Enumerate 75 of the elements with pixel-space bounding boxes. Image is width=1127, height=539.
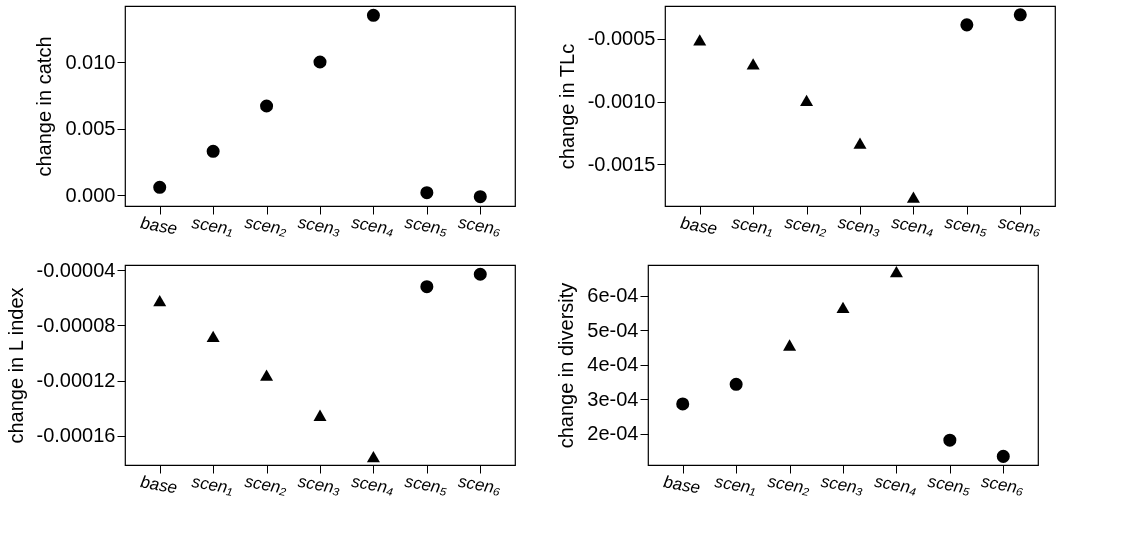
point (960, 18, 974, 32)
x-tick-label: base (139, 213, 179, 239)
y-tick-label: -0.0010 (587, 90, 656, 113)
x-tick-label: scen₅ (403, 212, 449, 239)
y-tick-label: -0.0005 (587, 27, 656, 50)
x-tick-label: scen₃ (296, 471, 343, 498)
y-axis-title: change in catch (33, 36, 56, 177)
x-tick-label: scen₆ (456, 471, 503, 498)
x-tick-label: scen₆ (456, 212, 503, 239)
point (260, 369, 274, 381)
x-tick-label: scen₄ (889, 212, 936, 239)
point (853, 137, 867, 149)
point (996, 449, 1010, 463)
point (746, 58, 760, 70)
y-tick-label: 0.000 (65, 183, 116, 206)
point (153, 180, 167, 194)
point (366, 8, 380, 22)
point (420, 280, 434, 294)
y-tick-label: 2e-04 (587, 422, 639, 445)
point (206, 144, 220, 158)
x-tick-label: scen₃ (296, 212, 343, 239)
x-tick-label: scen₂ (243, 471, 289, 499)
y-tick-label: -0.00008 (36, 313, 116, 336)
x-tick-label: scen₂ (783, 212, 829, 240)
x-tick-label: base (662, 472, 702, 498)
point (800, 94, 814, 106)
x-tick-label: scen₅ (926, 471, 972, 498)
x-tick-label: scen₄ (349, 212, 396, 239)
y-tick-label: 4e-04 (587, 353, 639, 376)
x-tick-label: scen₂ (243, 212, 289, 240)
point (260, 99, 274, 113)
y-tick-label: -0.00004 (36, 258, 116, 281)
point (906, 191, 920, 203)
y-tick-label: 3e-04 (587, 387, 639, 410)
point (473, 190, 487, 204)
x-tick-label: scen₆ (979, 471, 1026, 498)
x-tick-label: scen₁ (190, 212, 235, 239)
point (153, 294, 167, 307)
point (206, 330, 220, 343)
x-tick-label: scen₄ (872, 471, 919, 498)
point (313, 55, 327, 69)
x-tick-label: scen₅ (943, 212, 989, 239)
point (366, 451, 380, 463)
y-axis-title: change in L index (4, 287, 27, 444)
y-tick-label: 0.010 (65, 50, 116, 73)
y-tick-label: -0.0015 (587, 152, 656, 175)
x-tick-label: scen₃ (836, 212, 883, 239)
point (473, 267, 487, 281)
x-tick-label: base (139, 472, 179, 498)
x-tick-label: scen₄ (349, 471, 396, 498)
point (313, 409, 327, 421)
point (693, 34, 707, 46)
x-tick-label: scen₂ (766, 471, 812, 499)
y-tick-label: -0.00016 (36, 424, 116, 447)
point (783, 339, 797, 351)
x-tick-label: scen₁ (713, 471, 758, 498)
x-tick-label: scen₁ (730, 212, 775, 239)
y-tick-label: 0.005 (65, 117, 116, 140)
point (420, 186, 434, 200)
x-tick-label: base (679, 213, 719, 239)
x-tick-label: scen₁ (190, 471, 235, 498)
x-tick-label: scen₆ (996, 212, 1043, 239)
y-axis-title: change in TLc (555, 43, 578, 170)
y-tick-label: -0.00012 (36, 369, 116, 392)
point (729, 377, 743, 391)
point (836, 301, 850, 314)
point (943, 433, 957, 447)
x-tick-label: scen₅ (403, 471, 449, 498)
y-tick-label: 6e-04 (587, 284, 639, 307)
point (676, 397, 690, 411)
y-axis-title: change in diversity (555, 282, 578, 449)
y-tick-label: 5e-04 (587, 318, 639, 341)
point (1013, 8, 1027, 22)
x-tick-label: scen₃ (819, 471, 866, 498)
point (889, 265, 903, 278)
